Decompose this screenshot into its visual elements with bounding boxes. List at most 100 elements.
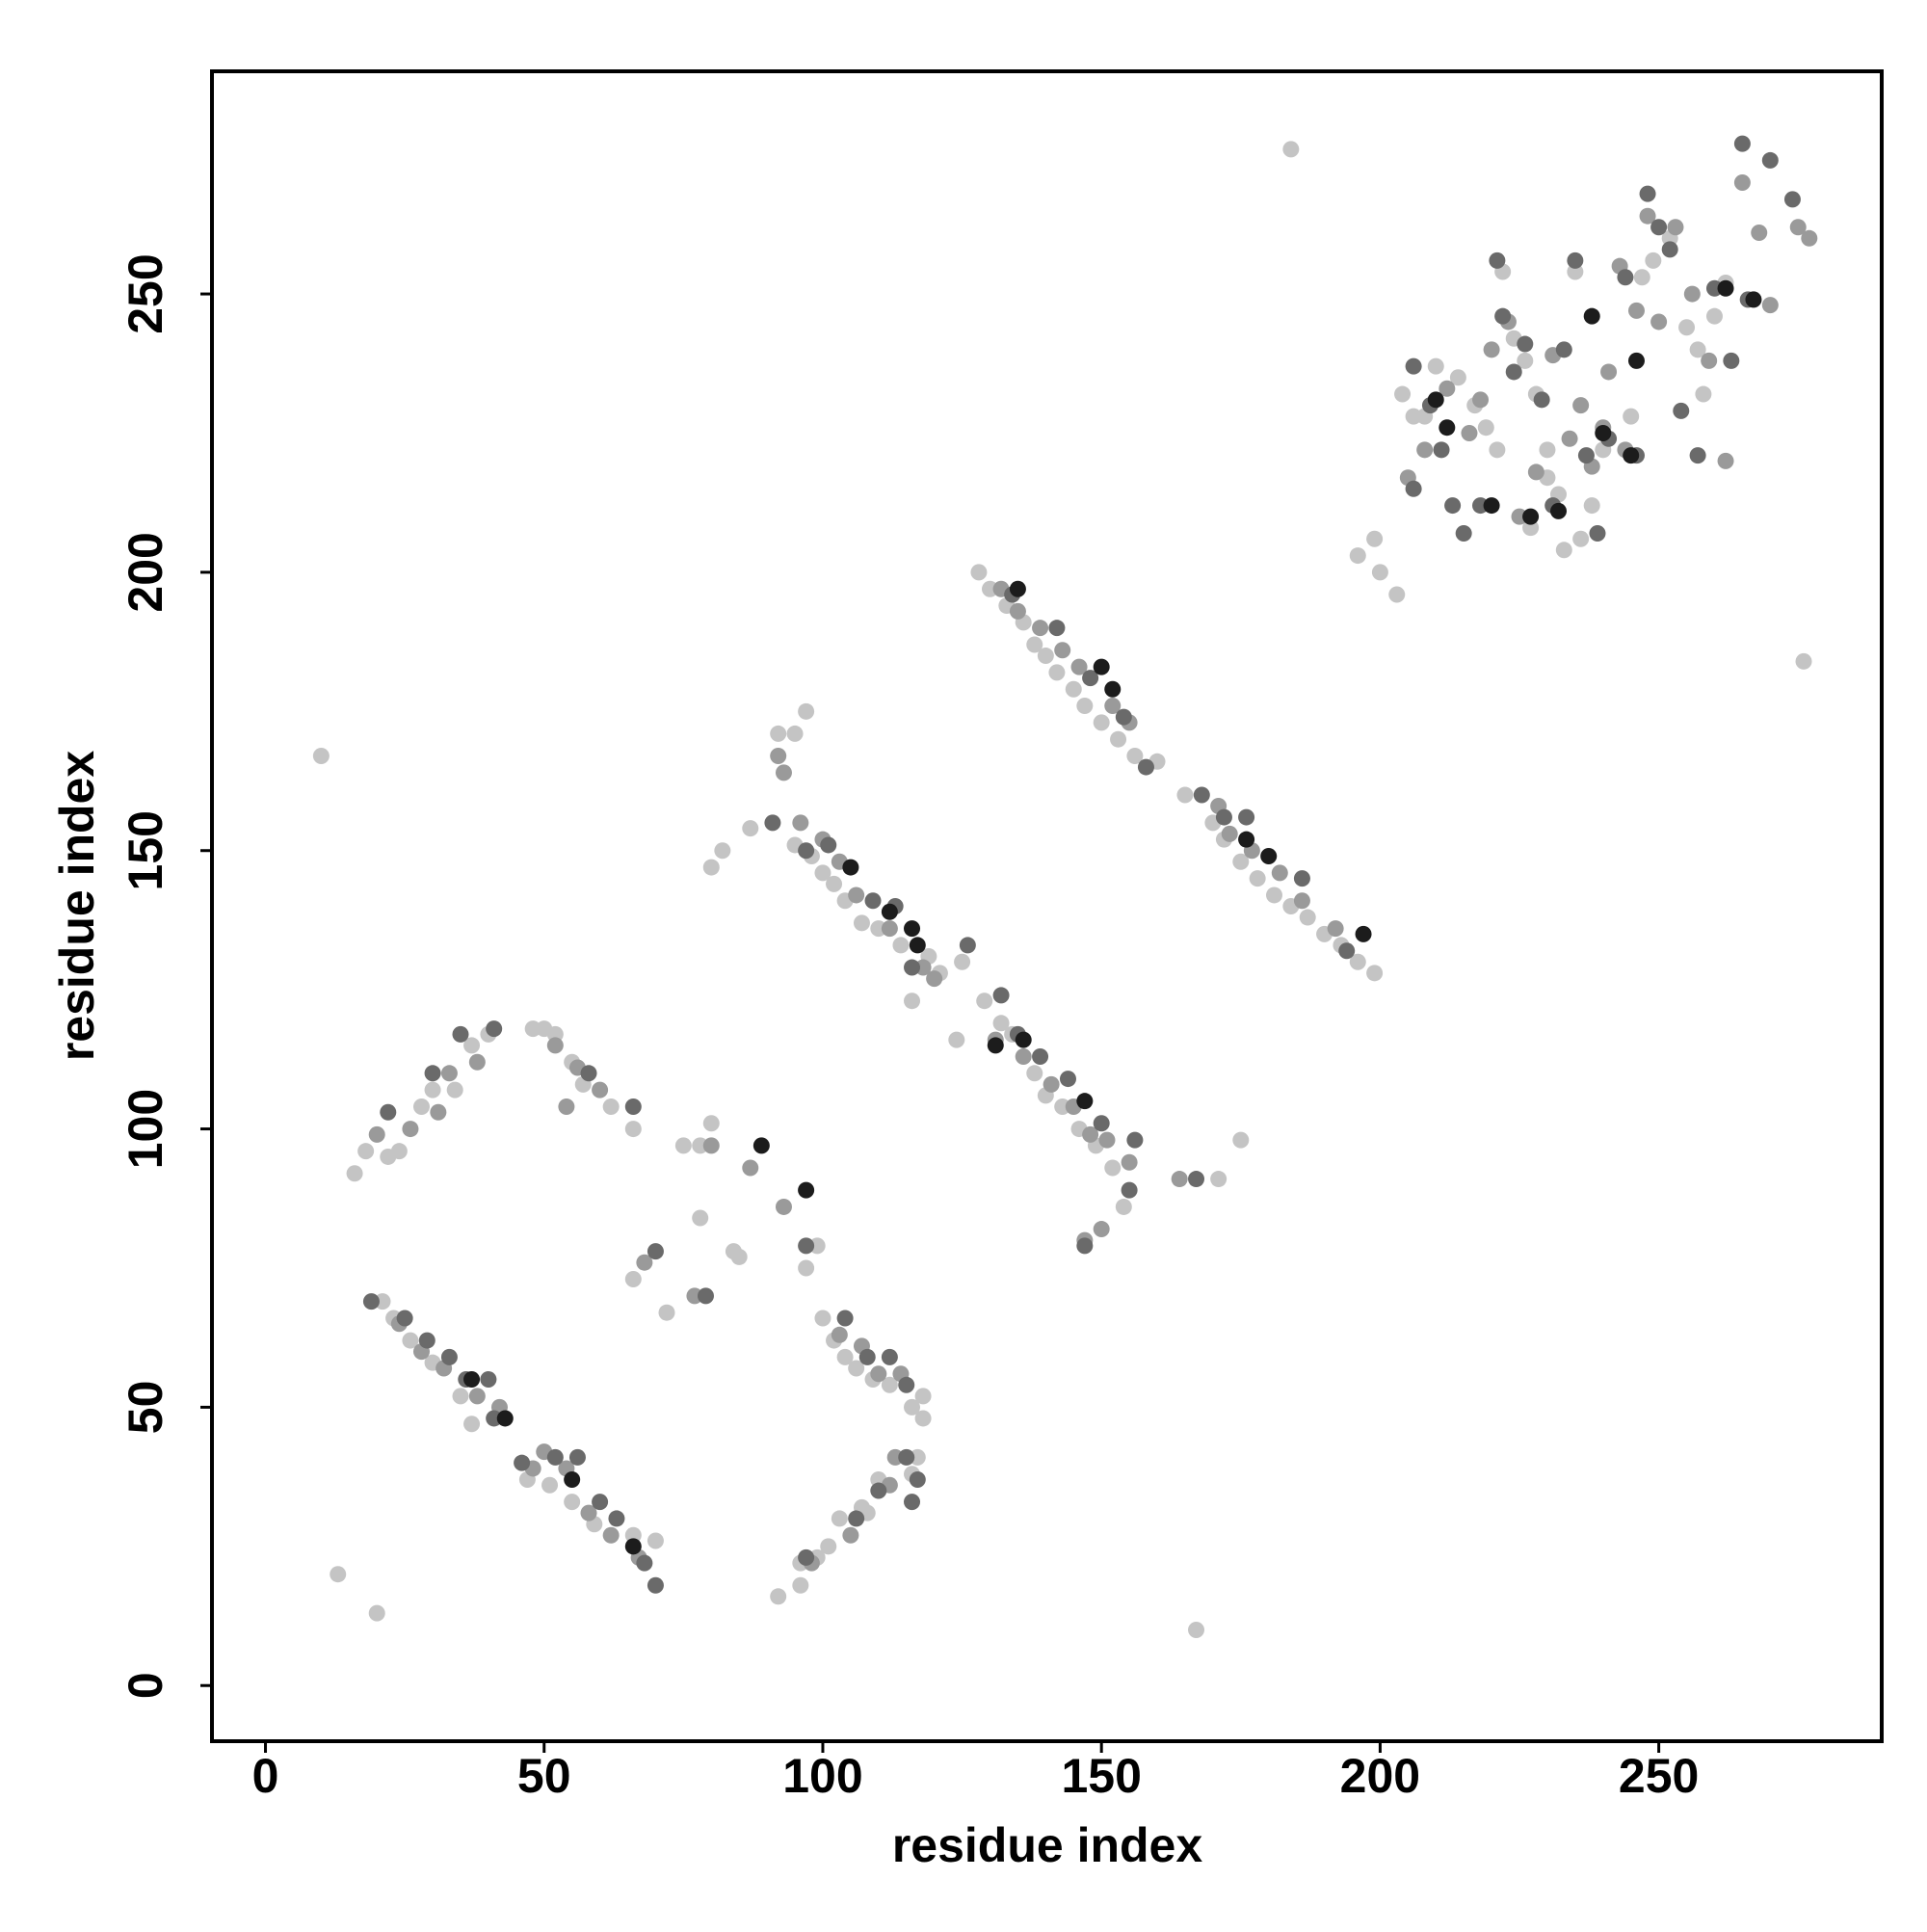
point [1355, 925, 1372, 942]
point [1650, 313, 1668, 331]
point [1093, 658, 1110, 675]
point [1795, 652, 1812, 670]
point [452, 1025, 469, 1043]
point [764, 814, 781, 832]
point [1238, 831, 1255, 848]
point [368, 1125, 385, 1143]
point [1371, 564, 1388, 581]
point [440, 1065, 458, 1082]
point [1076, 1093, 1094, 1110]
point [1439, 380, 1456, 397]
point [1472, 391, 1490, 409]
point [568, 1448, 586, 1466]
point [1126, 748, 1144, 765]
point [1661, 241, 1678, 258]
point [798, 1181, 815, 1199]
point [1639, 207, 1656, 225]
point [1705, 307, 1723, 325]
point [970, 564, 988, 581]
x-axis-title: residue index [892, 1818, 1203, 1872]
point [702, 1137, 720, 1154]
point [1555, 542, 1572, 559]
point [792, 814, 809, 832]
point [1633, 269, 1650, 286]
point [1293, 870, 1310, 887]
point [624, 1098, 642, 1115]
point [674, 1137, 692, 1154]
point [1751, 225, 1768, 242]
x-tick-label: 150 [1061, 1749, 1141, 1803]
point [786, 725, 804, 742]
point [424, 1065, 441, 1082]
point [1176, 786, 1194, 804]
point [1683, 285, 1701, 303]
point [1249, 870, 1266, 887]
point [914, 1410, 932, 1427]
point [976, 992, 993, 1010]
point [1627, 302, 1645, 319]
point [624, 1271, 642, 1288]
point [1026, 1065, 1043, 1082]
point [312, 748, 330, 765]
point [752, 1137, 770, 1154]
point [602, 1098, 620, 1115]
point [870, 1365, 887, 1383]
point [904, 920, 921, 938]
point [1271, 864, 1288, 882]
point [1076, 1237, 1094, 1255]
point [881, 903, 898, 920]
point [1589, 524, 1606, 542]
point [1098, 1131, 1116, 1149]
point [1427, 357, 1444, 375]
point [1059, 1071, 1076, 1088]
point [1717, 452, 1734, 469]
point [468, 1053, 486, 1071]
point [848, 1360, 865, 1377]
point [592, 1494, 609, 1511]
point [836, 1310, 854, 1327]
point [424, 1081, 441, 1098]
point [546, 1448, 564, 1466]
point [402, 1332, 419, 1349]
x-tick-label: 200 [1340, 1749, 1420, 1803]
point [1110, 730, 1127, 748]
point [1299, 909, 1316, 926]
point [909, 1470, 926, 1488]
point [1517, 352, 1534, 369]
point [446, 1081, 463, 1098]
point [463, 1037, 481, 1054]
point [1444, 497, 1462, 515]
point [1009, 580, 1026, 597]
point [848, 1510, 865, 1527]
point [892, 937, 910, 954]
point [1455, 524, 1472, 542]
point [1695, 385, 1712, 403]
point [1583, 307, 1600, 325]
point [624, 1121, 642, 1138]
x-tick-label: 100 [782, 1749, 862, 1803]
point [1188, 1171, 1205, 1188]
point [1761, 297, 1779, 314]
point [514, 1454, 531, 1471]
point [1567, 251, 1584, 269]
point [1673, 402, 1690, 419]
y-axis-title: residue index [50, 751, 104, 1062]
y-tick-label: 200 [119, 532, 172, 612]
point [775, 1198, 792, 1215]
point [692, 1209, 709, 1227]
point [848, 887, 865, 904]
point [1527, 463, 1544, 481]
point [1366, 530, 1384, 547]
point [463, 1371, 481, 1389]
point [430, 1103, 447, 1121]
point [730, 1248, 748, 1265]
point [1416, 441, 1434, 459]
x-tick-label: 250 [1619, 1749, 1699, 1803]
point [814, 864, 832, 882]
point [1522, 508, 1540, 525]
point [380, 1103, 397, 1121]
point [362, 1293, 380, 1310]
point [1266, 887, 1283, 904]
point [948, 1031, 965, 1048]
